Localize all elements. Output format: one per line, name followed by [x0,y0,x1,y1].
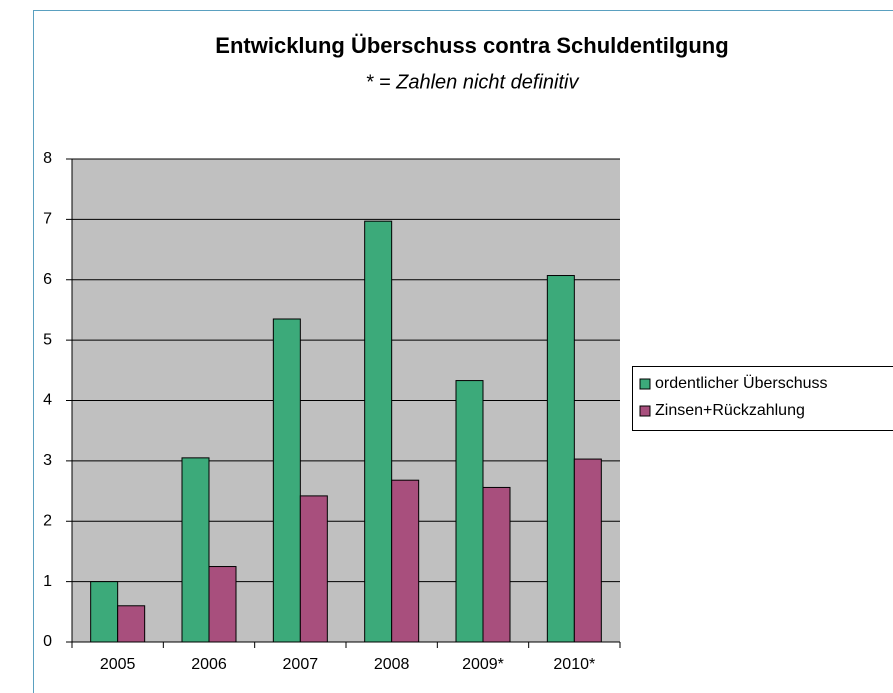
chart-title: Entwicklung Überschuss contra Schuldenti… [215,33,728,58]
bar [546,275,575,643]
bar [208,566,237,643]
y-tick-label: 6 [43,271,52,288]
legend-label: Zinsen+Rückzahlung [655,402,805,419]
x-tick-label: 2006 [191,656,227,673]
legend [632,366,893,431]
x-tick-label: 2005 [100,656,136,673]
bar [299,495,328,643]
bar [573,458,602,643]
y-tick-label: 2 [43,512,52,529]
y-tick-label: 0 [43,633,52,650]
y-tick-label: 3 [43,452,52,469]
y-tick-label: 8 [43,150,52,167]
bar [482,486,511,643]
y-tick-label: 5 [43,331,52,348]
chart-subtitle: * = Zahlen nicht definitiv [366,71,580,93]
y-tick-label: 7 [43,211,52,228]
y-tick-label: 4 [43,392,52,409]
bar [391,479,420,643]
bar [364,220,393,643]
x-tick-label: 2007 [283,656,319,673]
x-tick-label: 2010* [553,656,595,673]
x-tick-label: 2009* [462,656,504,673]
bar [117,605,146,643]
bar [455,380,484,643]
x-tick-label: 2008 [374,656,410,673]
y-tick-label: 1 [43,573,52,590]
bar [272,318,301,643]
bar [90,581,119,643]
legend-swatch [639,378,651,390]
legend-label: ordentlicher Überschuss [655,374,828,392]
bar [181,457,210,643]
legend-swatch [639,405,651,417]
